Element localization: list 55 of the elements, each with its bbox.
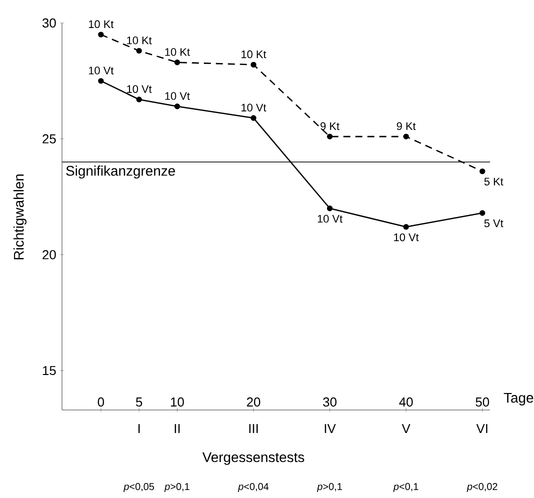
- annotation: 10 Kt: [165, 48, 190, 56]
- point: [174, 104, 180, 110]
- annotation: 5 Vt: [484, 220, 504, 228]
- annotation: 10 Vt: [88, 66, 114, 74]
- x-tick-label: 0: [98, 397, 104, 407]
- point: [250, 115, 256, 121]
- x-tick-label: 10: [170, 397, 184, 407]
- text: p>0,1: [316, 483, 342, 492]
- point: [403, 134, 409, 140]
- y-tick-label: 25: [42, 134, 56, 144]
- text: p>0,1: [164, 483, 190, 492]
- x-tick-label: 30: [323, 397, 336, 407]
- ref-line-label: Signifikanzgrenze: [66, 166, 175, 179]
- text: I: [138, 424, 140, 433]
- point: [480, 210, 486, 216]
- point: [326, 206, 333, 212]
- x-tick-label: 5: [136, 398, 142, 407]
- text: III: [249, 424, 258, 433]
- x-tick-label: 20: [246, 397, 260, 407]
- annotation: 10 Vt: [127, 85, 152, 93]
- text: V: [402, 424, 410, 433]
- x-tick-label: 40: [399, 397, 413, 407]
- point: [98, 32, 104, 38]
- text: IV: [324, 424, 336, 433]
- annotation: 9 Kt: [320, 122, 340, 130]
- point: [136, 96, 142, 102]
- point: [174, 60, 180, 66]
- x-axis-title: Tage: [504, 392, 534, 406]
- annotation: 10 Kt: [127, 36, 152, 44]
- annotation: 10 Vt: [165, 92, 190, 100]
- text: p<0,04: [238, 483, 269, 492]
- annotation: 10 Vt: [242, 104, 266, 112]
- y-tick-label: 20: [42, 250, 56, 260]
- text: p<0,02: [466, 483, 498, 492]
- text: p<0,05: [123, 483, 154, 492]
- y-tick-label: 30: [42, 18, 56, 28]
- text: p<0,1: [393, 483, 418, 492]
- point: [326, 134, 333, 140]
- annotation: 9 Kt: [396, 122, 416, 130]
- annotation: 10 Vt: [394, 233, 419, 242]
- annotation: 5 Kt: [484, 178, 504, 186]
- annotation: 10 Kt: [242, 50, 266, 58]
- text: Vergessenstests: [202, 452, 304, 465]
- point: [250, 62, 256, 68]
- y-axis-title: Richtigwahlen: [14, 174, 27, 260]
- point: [98, 78, 104, 84]
- annotation: 10 Vt: [318, 214, 342, 223]
- x-tick-label: 50: [476, 397, 490, 407]
- point: [480, 168, 486, 174]
- text: VI: [476, 424, 488, 433]
- point: [136, 48, 142, 54]
- text: II: [174, 424, 180, 433]
- annotation: 10 Kt: [88, 20, 114, 28]
- point: [403, 224, 409, 230]
- y-tick-label: 15: [42, 366, 56, 376]
